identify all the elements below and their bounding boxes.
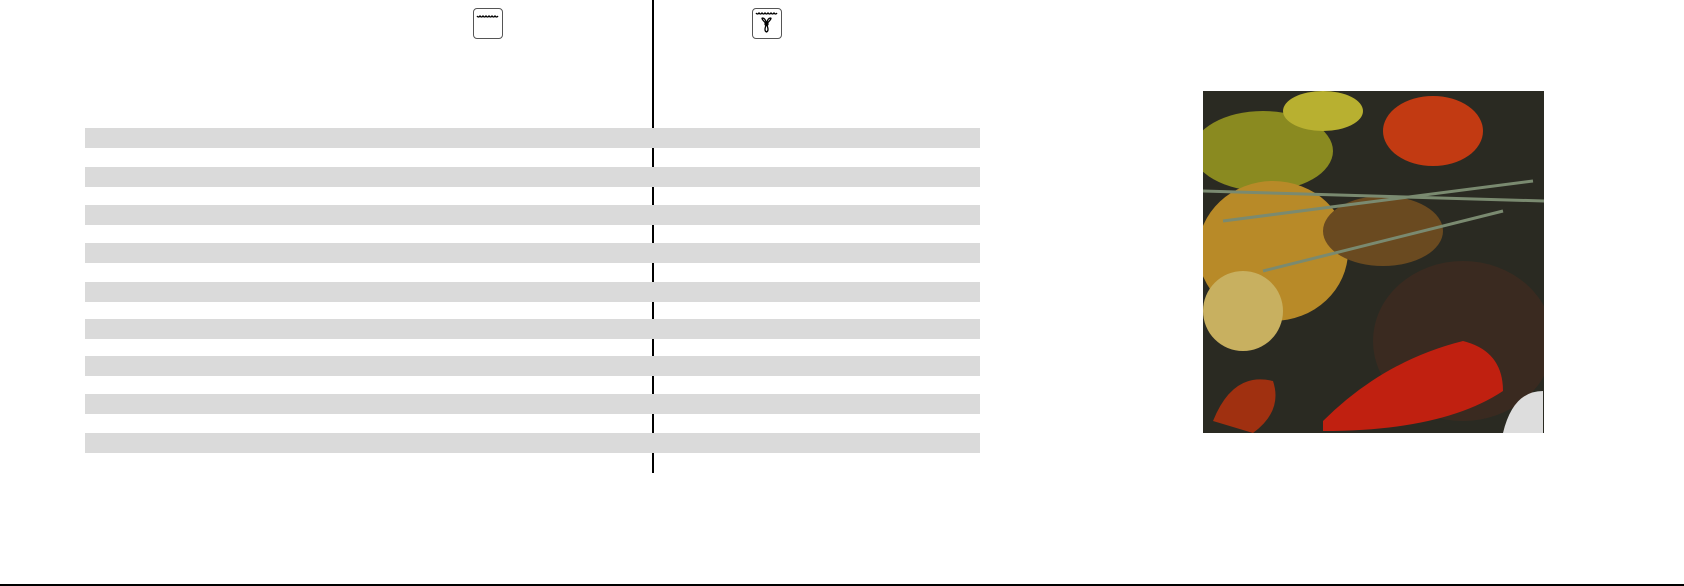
table-row bbox=[85, 167, 980, 187]
fan-oven-icon bbox=[752, 8, 782, 39]
table-row bbox=[85, 356, 980, 376]
table-row bbox=[85, 433, 980, 453]
conventional-oven-icon bbox=[473, 8, 503, 39]
page-bottom-rule bbox=[0, 584, 1684, 586]
column-divider bbox=[652, 0, 654, 473]
table-row bbox=[85, 243, 980, 263]
table-row bbox=[85, 394, 980, 414]
table-row bbox=[85, 319, 980, 339]
food-photo bbox=[1203, 91, 1544, 433]
table-row bbox=[85, 128, 980, 148]
table-row bbox=[85, 205, 980, 225]
table-row bbox=[85, 282, 980, 302]
